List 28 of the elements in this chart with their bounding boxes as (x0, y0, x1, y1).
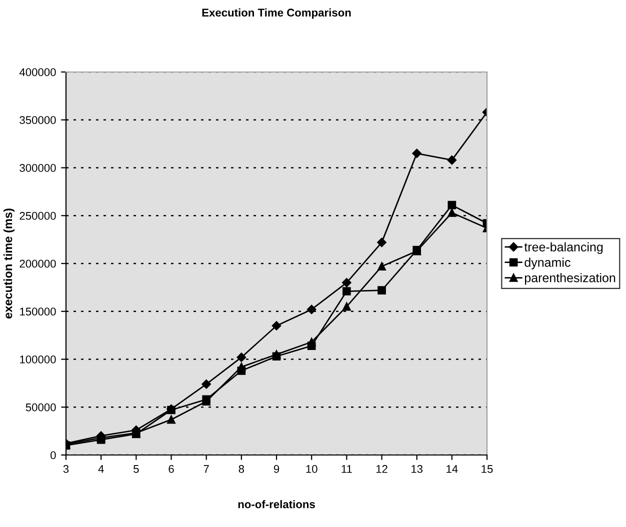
x-tick-label: 11 (342, 465, 352, 473)
legend-label: tree-balancing (524, 242, 603, 254)
y-tick-label: 0 (50, 451, 56, 460)
y-tick-label: 100000 (20, 356, 56, 364)
y-tick-label: 300000 (20, 164, 56, 172)
x-tick-label: 14 (446, 465, 458, 473)
x-tick-label: 8 (238, 465, 244, 473)
y-tick-label: 250000 (20, 212, 56, 220)
x-tick-label: 3 (63, 465, 69, 473)
y-tick-label: 400000 (19, 68, 56, 76)
x-tick-label: 15 (482, 465, 493, 473)
x-tick-label: 6 (168, 465, 174, 473)
chart-title: Execution Time Comparison (202, 8, 351, 19)
legend-label: dynamic (524, 258, 570, 270)
x-tick-label: 10 (306, 465, 318, 473)
x-axis-title: no-of-relations (238, 500, 315, 508)
x-tick-label: 4 (98, 465, 104, 473)
legend-label: parenthesization (524, 273, 616, 285)
x-tick-label: 13 (412, 465, 423, 473)
x-tick-label: 5 (134, 465, 139, 473)
x-tick-label: 7 (204, 465, 209, 473)
y-tick-label: 350000 (20, 116, 56, 124)
y-tick-label: 200000 (20, 260, 56, 268)
x-tick-label: 9 (274, 465, 280, 473)
x-tick-label: 12 (376, 465, 388, 473)
y-tick-label: 150000 (20, 308, 56, 316)
y-axis-title: execution time (ms) (4, 208, 14, 318)
y-tick-label: 50000 (26, 403, 56, 412)
